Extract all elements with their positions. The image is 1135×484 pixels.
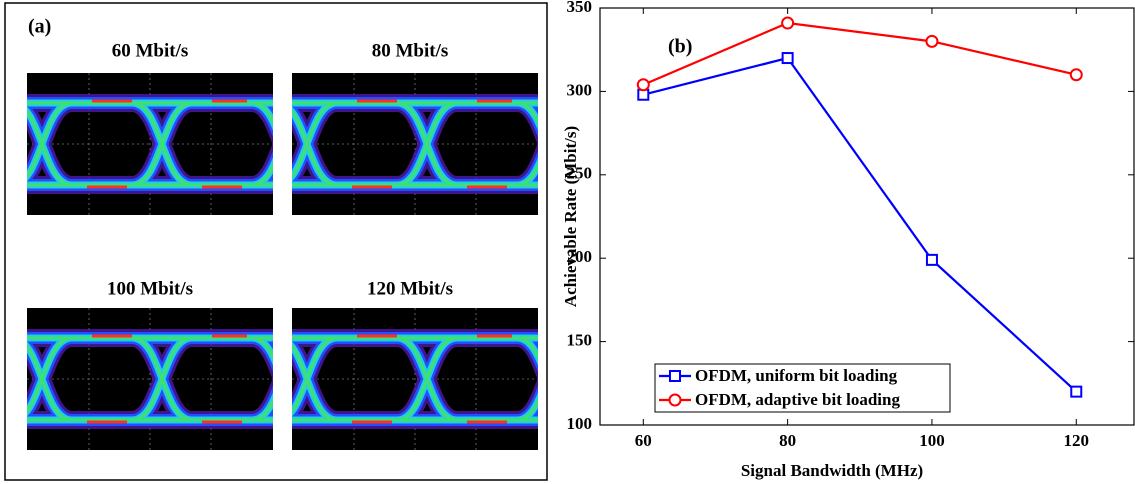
eye-diagram: [12, 308, 312, 450]
legend-entry: OFDM, adaptive bit loading: [695, 390, 900, 409]
marker: [783, 53, 793, 63]
legend-entry: OFDM, uniform bit loading: [695, 366, 898, 385]
eye-title: 120 Mbit/s: [367, 278, 453, 299]
y-axis-label: Achievable Rate (Mbit/s): [561, 126, 580, 307]
x-tick-label: 120: [1064, 431, 1090, 450]
marker: [782, 18, 793, 29]
series-line: [643, 58, 1076, 392]
series-line: [643, 23, 1076, 85]
panel-b-label: (b): [668, 36, 692, 58]
eye-diagram: [277, 73, 577, 215]
marker: [1071, 387, 1081, 397]
eye-title: 80 Mbit/s: [372, 40, 449, 61]
marker: [926, 36, 937, 47]
marker: [1071, 69, 1082, 80]
marker: [927, 255, 937, 265]
legend-marker: [670, 395, 681, 406]
marker: [638, 79, 649, 90]
eye-title: 60 Mbit/s: [112, 40, 189, 61]
eye-diagram: [12, 73, 312, 215]
x-tick-label: 60: [635, 431, 652, 450]
marker: [638, 90, 648, 100]
figure: (a) 60 Mbit/s 80 Mbit/s 100 Mbit/s 120 M…: [0, 0, 1135, 484]
y-tick-label: 350: [567, 0, 593, 16]
eye-title: 100 Mbit/s: [107, 278, 193, 299]
y-tick-label: 300: [567, 80, 593, 99]
legend-marker: [670, 371, 680, 381]
x-tick-label: 100: [919, 431, 945, 450]
x-axis-label: Signal Bandwidth (MHz): [741, 461, 923, 480]
panel-a-label: (a): [28, 16, 51, 38]
y-tick-label: 150: [567, 331, 593, 350]
eye-diagram: [277, 308, 577, 450]
y-tick-label: 100: [567, 414, 593, 433]
x-tick-label: 80: [779, 431, 796, 450]
